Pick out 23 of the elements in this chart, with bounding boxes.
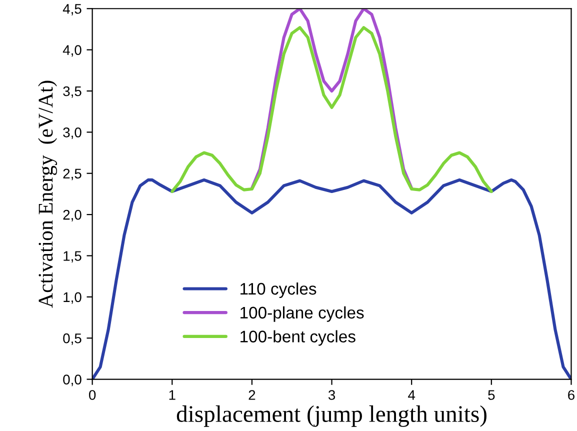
x-tick-label: 4	[408, 390, 416, 400]
legend-label: 110 cycles	[240, 282, 316, 298]
x-tick-label: 2	[248, 390, 256, 400]
x-tick-label: 6	[568, 390, 574, 400]
y-tick-label: 3,5	[63, 86, 82, 98]
x-axis-title: displacement (jump length units)	[176, 405, 486, 427]
x-tick-label: 3	[328, 390, 336, 400]
x-tick-label: 1	[169, 390, 176, 400]
y-tick-label: 2,5	[63, 168, 82, 180]
y-axis-title: Activation Energy (eV/At)	[38, 80, 58, 308]
y-tick-label: 0,5	[63, 333, 82, 345]
y-tick-label: 4,5	[62, 4, 82, 16]
y-tick-label: 0,0	[63, 374, 82, 386]
y-tick-label: 2,0	[63, 210, 82, 222]
y-tick-label: 4,0	[62, 45, 82, 57]
y-tick-label: 3,0	[63, 128, 82, 139]
legend-label: 100-bent cycles	[240, 330, 356, 346]
y-tick-label: 1,0	[64, 292, 82, 304]
x-tick-label: 0	[89, 390, 96, 400]
x-tick-label: 5	[488, 390, 495, 400]
legend-label: 100-plane cycles	[240, 306, 364, 322]
line-series	[170, 26, 493, 194]
y-tick-label: 1,5	[64, 251, 82, 263]
